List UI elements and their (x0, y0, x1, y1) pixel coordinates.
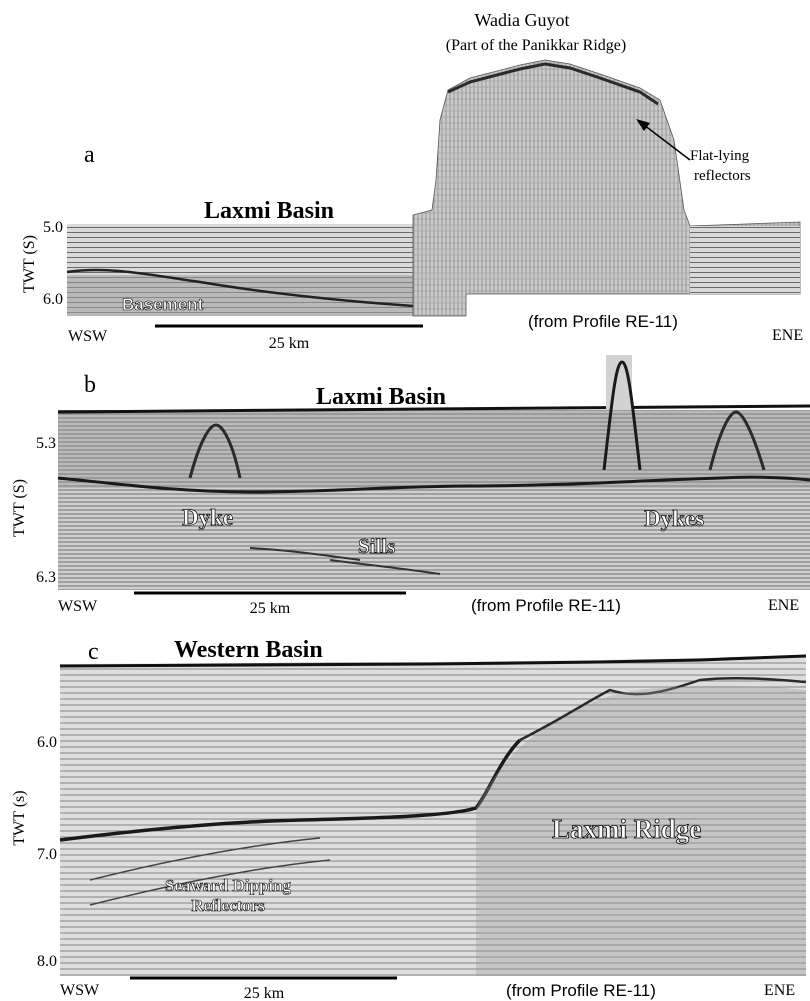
panel-b: b Laxmi Basin Dyke Sills Dykes TWT (S) 5… (11, 355, 810, 617)
panel-c-right-direction: ENE (764, 982, 795, 999)
panel-a-basin-lower (67, 275, 413, 316)
panel-a-right-direction: ENE (772, 327, 803, 344)
panel-a-scale-label: 25 km (269, 335, 310, 352)
panel-c-letter: c (88, 639, 99, 665)
panel-c-left-direction: WSW (60, 982, 100, 999)
panel-c-scale-label: 25 km (244, 985, 285, 1001)
panel-b-section (58, 410, 810, 590)
panel-b-title: Laxmi Basin (316, 384, 446, 410)
panel-b-sill-1 (329, 559, 441, 575)
panel-a-right-flank (690, 226, 800, 294)
panel-b-label-dyke: Dyke (182, 505, 233, 530)
panel-b-letter: b (84, 372, 96, 398)
panel-c-sdr-2 (89, 859, 331, 906)
panel-a-annotation-line-2: reflectors (694, 168, 751, 184)
panel-a-left-direction: WSW (68, 328, 108, 345)
panel-c-ridge-top (519, 677, 807, 742)
panel-c-y-tick-8-0: 8.0 (37, 953, 57, 970)
panel-a-annotation-arrow (643, 124, 691, 161)
panel-c-source: (from Profile RE-11) (506, 981, 656, 1000)
panel-c-seafloor (59, 654, 807, 668)
panel-b-right-direction: ENE (768, 597, 799, 614)
panel-a-y-axis-label: TWT (S) (21, 235, 38, 293)
panel-b-y-axis-label: TWT (S) (11, 479, 28, 537)
panel-b-label-dykes: Dykes (644, 506, 704, 531)
panel-c-ridge-body (476, 685, 806, 976)
panel-b-upper-sediments (58, 410, 810, 488)
panel-b-source: (from Profile RE-11) (471, 596, 621, 615)
panel-a-label-basement: Basement (122, 295, 204, 314)
panel-b-left-direction: WSW (58, 598, 98, 615)
panel-a-letter: a (84, 142, 95, 168)
panel-c-y-tick-6-0: 6.0 (37, 734, 57, 751)
panel-c-label-sdr-line-2: Reflectors (191, 896, 265, 915)
panel-b-seafloor (57, 404, 810, 414)
panel-a-source: (from Profile RE-11) (528, 312, 678, 331)
panel-c: c Western Basin Laxmi Ridge Seaward Dipp… (11, 637, 807, 1001)
panel-b-sill-2 (249, 547, 361, 561)
panel-a-arrow-head-icon (636, 119, 650, 131)
panel-a-y-tick-5-0: 5.0 (43, 219, 63, 236)
panel-c-label-sdr-line-1: Seaward Dipping (165, 876, 292, 895)
panel-b-scale-label: 25 km (250, 600, 291, 617)
panel-b-label-sills: Sills (358, 534, 395, 558)
panel-c-y-tick-7-0: 7.0 (37, 846, 57, 863)
panel-a-feature-title: Wadia Guyot (474, 10, 569, 30)
panel-b-y-tick-5-3: 5.3 (36, 435, 56, 452)
panel-c-basin-horizon (59, 738, 522, 842)
panel-b-dyke-peak (188, 423, 242, 479)
panel-a: a Laxmi Basin Wadia Guyot (Part of the P… (21, 10, 803, 352)
panel-a-title: Laxmi Basin (204, 198, 334, 224)
panel-b-y-tick-6-3: 6.3 (36, 569, 56, 586)
panel-a-annotation-line-1: Flat-lying (690, 148, 750, 164)
panel-c-y-axis-label: TWT (s) (11, 790, 28, 845)
panel-a-y-tick-6-0: 6.0 (43, 291, 63, 308)
panel-a-feature-subtitle: (Part of the Panikkar Ridge) (446, 37, 626, 54)
panel-a-guyot-top-reflectors (447, 62, 659, 106)
panel-b-volcano-peak (602, 360, 642, 471)
panel-b-dykes-peak (708, 410, 766, 471)
panel-c-title: Western Basin (174, 637, 323, 663)
panel-a-basement-horizon (66, 268, 414, 308)
panel-c-label-laxmi-ridge: Laxmi Ridge (552, 814, 701, 844)
panel-c-sdr-1 (89, 837, 321, 881)
panel-b-basement-horizon (57, 475, 810, 494)
